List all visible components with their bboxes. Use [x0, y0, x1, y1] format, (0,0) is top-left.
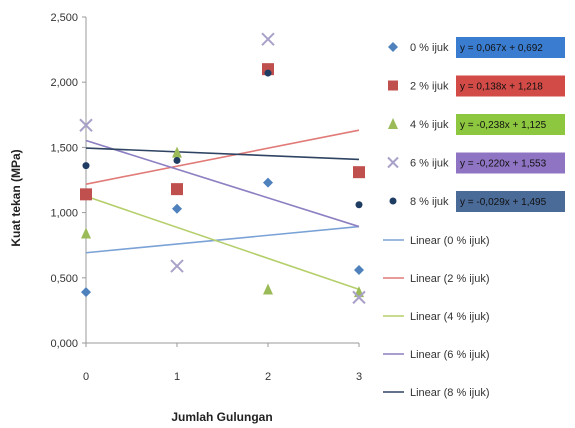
data-point	[388, 118, 398, 129]
data-point	[354, 264, 364, 275]
legend-label: 6 % ijuk	[410, 158, 449, 170]
data-point	[81, 227, 91, 239]
legend-trend-label: Linear (4 % ijuk)	[410, 311, 489, 323]
y-tick-label: 1,500	[50, 142, 78, 154]
trendline	[85, 225, 360, 254]
legend-trend-label: Linear (8 % ijuk)	[410, 387, 489, 399]
data-point	[264, 69, 272, 77]
x-tick-label: 0	[83, 371, 89, 383]
trend-equation: y = 0,138x + 1,218	[460, 82, 543, 93]
data-point	[353, 166, 365, 179]
equation-box	[456, 37, 565, 58]
legend-label: 4 % ijuk	[410, 119, 449, 131]
legend-label: 0 % ijuk	[410, 42, 449, 54]
y-tick-label: 0,500	[50, 273, 78, 285]
trend-equation: y = -0,029x + 1,495	[460, 197, 547, 208]
trendline	[85, 195, 360, 291]
y-tick-label: 2,500	[50, 12, 78, 24]
legend: 0 % ijuk y = 0,067x + 0,692 2 % ijuk y = 0,…	[383, 37, 565, 399]
trend-equation: y = 0,067x + 0,692	[460, 43, 543, 54]
data-point	[172, 146, 182, 158]
data-point	[82, 162, 90, 170]
equation-box	[456, 114, 565, 135]
data-point	[261, 32, 275, 46]
plot-area: 0,000 0,500 1,000 1,500 2,000 2,500 0 1 2 3	[50, 12, 366, 383]
equation-box	[456, 75, 565, 97]
data-point	[172, 203, 182, 214]
data-point	[171, 183, 183, 196]
trendline	[85, 147, 360, 161]
data-point	[387, 156, 399, 169]
equation-box	[456, 152, 565, 174]
y-axis-label: Kuat tekan (MPa)	[9, 149, 23, 246]
data-point	[388, 42, 398, 52]
data-point	[263, 177, 273, 188]
data-point	[173, 156, 181, 164]
data-point	[80, 188, 92, 201]
data-point	[79, 118, 93, 132]
data-point	[170, 259, 184, 273]
y-tick-label: 2,000	[50, 77, 78, 89]
data-point	[263, 283, 273, 295]
trend-equation: y = -0,238x + 1,125	[460, 120, 547, 131]
trendline	[85, 139, 360, 228]
equation-box	[456, 191, 565, 212]
data-point	[388, 80, 398, 91]
legend-label: 8 % ijuk	[410, 196, 449, 208]
legend-trend-label: Linear (0 % ijuk)	[410, 235, 489, 247]
y-tick-label: 0,000	[50, 338, 78, 350]
x-tick-label: 1	[174, 371, 180, 383]
legend-label: 2 % ijuk	[410, 81, 449, 93]
legend-trend-label: Linear (2 % ijuk)	[410, 273, 489, 285]
data-point	[352, 290, 366, 305]
x-tick-label: 3	[356, 371, 362, 383]
data-point	[81, 287, 91, 298]
x-tick-label: 2	[265, 371, 271, 383]
data-point	[389, 197, 397, 205]
y-tick-label: 1,000	[50, 208, 78, 220]
legend-trend-label: Linear (6 % ijuk)	[410, 349, 489, 361]
trendline	[85, 129, 360, 185]
x-axis-label: Jumlah Gulungan	[171, 410, 272, 424]
data-point	[355, 201, 363, 209]
trend-equation: y = -0,220x + 1,553	[460, 159, 547, 170]
